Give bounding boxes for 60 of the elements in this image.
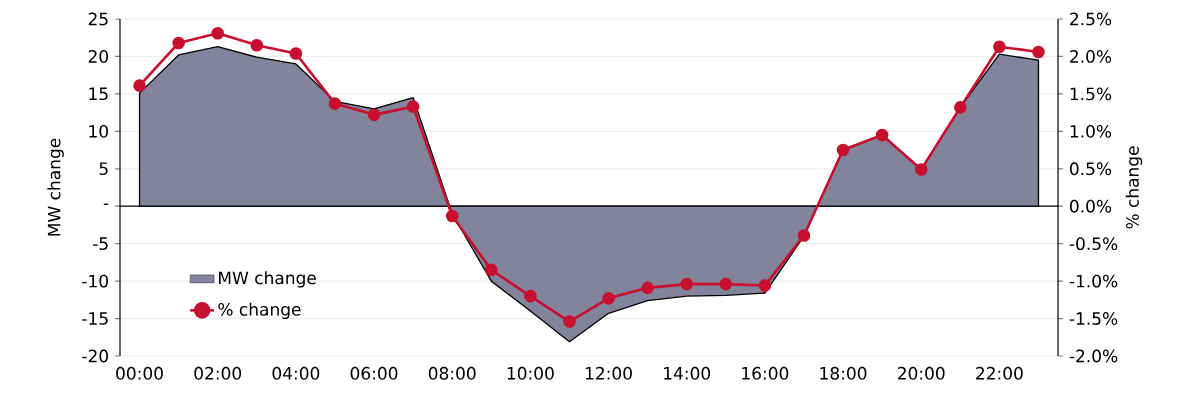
point [875, 128, 889, 142]
y2-tick-label: 0.0% [1069, 199, 1112, 213]
y-tick-label: -20 [82, 349, 109, 363]
y-tick-label: -5 [93, 237, 108, 250]
point [328, 97, 342, 110]
y2-tick-label: 0.5% [1069, 162, 1112, 176]
legend-label: MW change [219, 271, 316, 288]
y2-tick-label: 2.0% [1070, 50, 1112, 63]
x-tick-label: 16:00 [742, 366, 789, 380]
point [133, 79, 146, 92]
y2-tick-label: -2.0% [1069, 349, 1118, 363]
y2-tick-label: -1.5% [1069, 312, 1118, 325]
y-tick-label: 10 [89, 124, 109, 138]
y-tick-label: 25 [88, 12, 108, 26]
x-tick-label: 04:00 [272, 366, 320, 380]
point [563, 315, 576, 328]
y-tick-label: 15 [89, 87, 108, 101]
legend-label: % change [218, 302, 301, 320]
y2-tick-label: -0.5% [1069, 237, 1118, 251]
point [836, 143, 850, 157]
y-tick-label: - [103, 203, 109, 205]
point [406, 100, 420, 113]
x-tick-label: 20:00 [897, 366, 945, 380]
point [719, 277, 733, 291]
point [797, 229, 811, 242]
point [250, 38, 264, 52]
point [485, 263, 498, 277]
point [680, 277, 694, 291]
point [758, 279, 772, 292]
point [1032, 45, 1045, 59]
y-tick-label: 20 [88, 50, 109, 63]
y2-tick-label: 2.5% [1070, 12, 1112, 26]
x-tick-label: 00:00 [116, 366, 163, 380]
point [445, 209, 459, 223]
y2-axis-title: % change [1125, 146, 1143, 229]
point [289, 47, 303, 60]
y-axis-title: MW change [47, 138, 64, 236]
x-tick-label: 22:00 [976, 366, 1023, 380]
point [993, 40, 1006, 54]
y-tick-label: -10 [82, 274, 109, 288]
point [211, 26, 225, 40]
y-tick-label: 5 [99, 162, 108, 176]
x-tick-label: 14:00 [664, 366, 711, 380]
x-tick-label: 10:00 [507, 366, 554, 380]
x-tick-label: 02:00 [194, 366, 242, 380]
y2-tick-label: 1.0% [1070, 124, 1112, 138]
point [641, 281, 654, 295]
point [172, 36, 185, 50]
y2-tick-label: -1.0% [1069, 274, 1118, 288]
point [367, 108, 381, 122]
x-tick-label: 18:00 [820, 366, 867, 380]
y2-tick-label: 1.5% [1070, 87, 1112, 101]
x-tick-label: 08:00 [428, 366, 476, 380]
x-tick-label: 12:00 [585, 366, 632, 380]
x-tick-label: 06:00 [350, 366, 398, 380]
point [914, 163, 928, 176]
y-tick-label: -15 [82, 312, 108, 325]
point [602, 292, 615, 305]
point [954, 101, 967, 114]
point [524, 289, 537, 303]
